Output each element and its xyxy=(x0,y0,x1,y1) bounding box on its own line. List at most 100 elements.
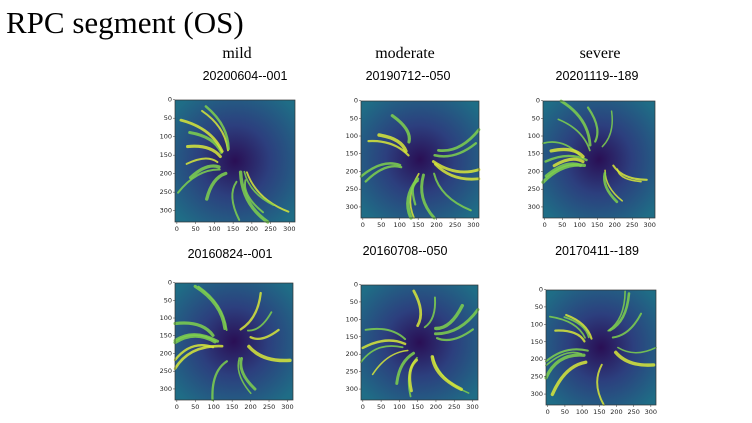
scan-frame xyxy=(360,100,480,219)
vessel xyxy=(412,289,423,328)
vessel xyxy=(177,168,221,194)
x-tick-label: 50 xyxy=(561,408,569,416)
vessel xyxy=(557,118,591,152)
vessel xyxy=(614,350,656,367)
vessel xyxy=(360,345,404,363)
y-tick-label: 150 xyxy=(160,151,172,159)
vessel xyxy=(549,315,586,339)
vessel xyxy=(544,353,586,380)
x-tick-label: 300 xyxy=(466,403,478,411)
slide-title: RPC segment (OS) xyxy=(6,5,244,40)
y-tick-label: 150 xyxy=(531,338,543,346)
scan-image xyxy=(175,283,293,400)
x-tick-label: 150 xyxy=(411,403,423,411)
vessel xyxy=(211,360,228,402)
vessel xyxy=(247,344,292,363)
vessel xyxy=(545,351,583,367)
vessel xyxy=(364,327,407,341)
vessel xyxy=(435,328,475,342)
x-tick-label: 150 xyxy=(591,221,603,229)
x-tick-label: 250 xyxy=(263,403,275,411)
vessel xyxy=(434,162,481,181)
vessel xyxy=(549,147,585,159)
scan-frame xyxy=(545,289,657,406)
y-tick-label: 150 xyxy=(528,150,540,158)
x-tick-label: 200 xyxy=(246,225,258,233)
y-tick-label: 50 xyxy=(164,114,172,122)
panel-id: 20170411--189 xyxy=(555,244,639,258)
vessel xyxy=(541,163,587,184)
x-tick-label: 100 xyxy=(208,403,220,411)
vessel xyxy=(359,162,402,178)
vessel xyxy=(430,355,463,391)
x-tick-label: 200 xyxy=(244,403,256,411)
x-tick-label: 250 xyxy=(264,225,276,233)
vessel xyxy=(188,164,221,180)
y-tick-label: 200 xyxy=(346,350,358,358)
vessel xyxy=(243,170,275,206)
x-tick-label: 300 xyxy=(644,221,656,229)
y-tick-label: 0 xyxy=(539,285,543,293)
vessel xyxy=(364,165,403,183)
vessel xyxy=(433,308,480,336)
scan-image xyxy=(546,290,656,405)
vessel xyxy=(608,292,631,332)
vessel xyxy=(197,285,228,332)
y-tick-label: 250 xyxy=(346,185,358,193)
y-tick-label: 0 xyxy=(168,96,172,104)
y-tick-label: 50 xyxy=(164,296,172,304)
vessel xyxy=(552,157,585,168)
y-tick-label: 150 xyxy=(346,333,358,341)
vessel xyxy=(173,344,224,370)
x-tick-label: 0 xyxy=(543,221,547,229)
y-tick-label: 300 xyxy=(160,207,172,215)
x-tick-label: 200 xyxy=(610,408,622,416)
column-header: moderate xyxy=(375,45,435,62)
scan-panel: 0 0 50 50 100 100 150 150 200 200 250 250 300 300 xyxy=(346,280,480,411)
vessel xyxy=(408,358,419,393)
x-tick-label: 50 xyxy=(558,221,566,229)
y-tick-label: 150 xyxy=(346,150,358,158)
y-tick-label: 0 xyxy=(536,97,540,105)
y-tick-label: 300 xyxy=(346,385,358,393)
vessel xyxy=(420,173,436,220)
vessel xyxy=(239,357,257,391)
x-tick-label: 250 xyxy=(448,403,460,411)
vessel xyxy=(179,118,224,153)
panel-id: 20201119--189 xyxy=(556,69,639,83)
y-tick-label: 200 xyxy=(528,167,540,175)
vessel xyxy=(371,349,409,376)
panel-id: 20200604--001 xyxy=(203,69,288,83)
y-tick-label: 0 xyxy=(354,97,358,105)
vessel xyxy=(544,154,588,163)
y-tick-label: 300 xyxy=(531,390,543,398)
y-tick-label: 250 xyxy=(160,188,172,196)
vessel xyxy=(377,133,408,153)
y-tick-label: 300 xyxy=(160,385,172,393)
scan-frame xyxy=(542,100,656,219)
vessel xyxy=(586,106,599,143)
x-tick-label: 100 xyxy=(574,221,586,229)
column-header: mild xyxy=(222,45,251,62)
x-tick-label: 300 xyxy=(283,225,295,233)
vessel xyxy=(205,171,228,201)
x-tick-label: 50 xyxy=(377,403,385,411)
y-tick-label: 250 xyxy=(160,367,172,375)
x-tick-label: 0 xyxy=(175,225,179,233)
vessel xyxy=(238,170,270,224)
column-header: severe xyxy=(580,45,621,62)
vessel xyxy=(245,171,290,213)
x-tick-label: 250 xyxy=(627,408,639,416)
y-tick-label: 300 xyxy=(346,203,358,211)
scan-panel: 0 0 50 50 100 100 150 150 200 200 250 250 300 300 xyxy=(160,96,296,233)
y-tick-label: 100 xyxy=(346,315,358,323)
x-tick-label: 100 xyxy=(394,221,406,229)
vessel xyxy=(433,172,472,212)
x-tick-label: 50 xyxy=(377,221,385,229)
y-tick-label: 150 xyxy=(160,332,172,340)
x-tick-label: 150 xyxy=(227,225,239,233)
y-tick-label: 50 xyxy=(350,114,358,122)
vessel xyxy=(596,363,605,406)
vessel xyxy=(611,312,643,339)
